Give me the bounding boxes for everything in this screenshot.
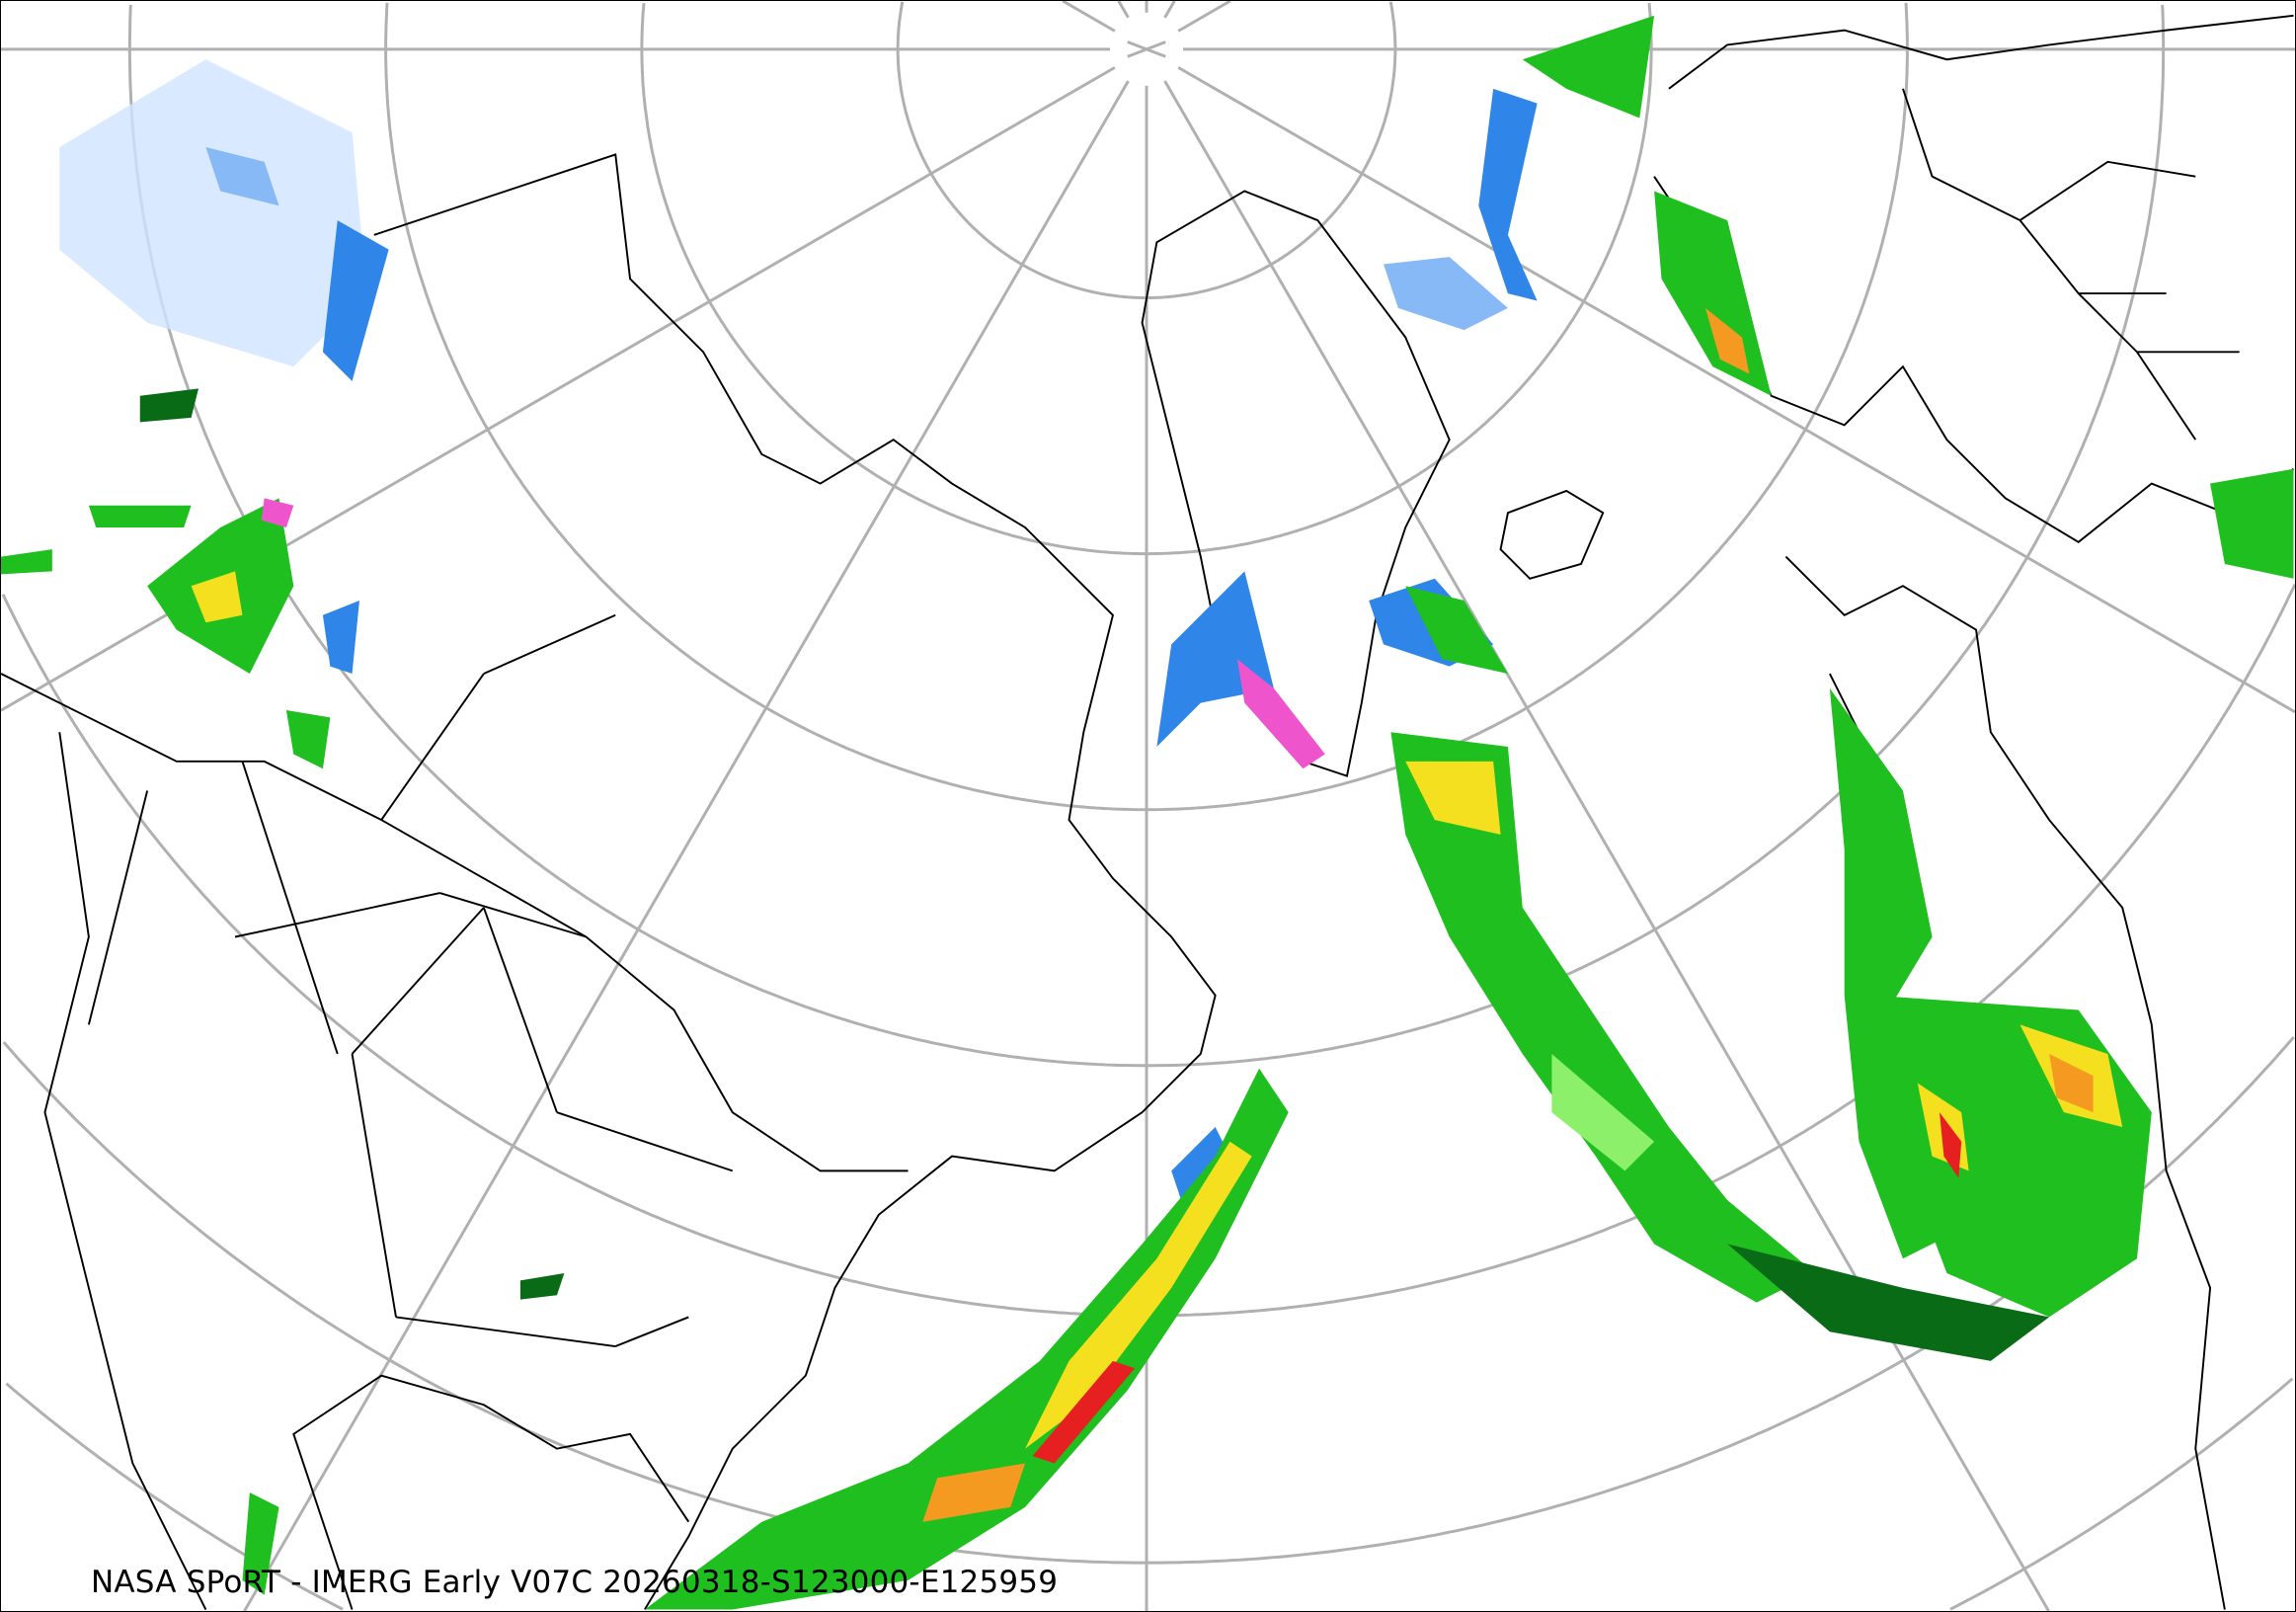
rainfall-area (191, 571, 243, 623)
snowfall-area (205, 147, 279, 206)
snowfall-area (59, 59, 367, 367)
rainfall-area (2049, 1053, 2094, 1113)
rainfall-area (922, 1463, 1026, 1522)
rainfall-area (1873, 995, 2152, 1318)
rainfall-area (2210, 468, 2294, 579)
mixed-precipitation-area (1236, 659, 1325, 769)
pole-marker (1127, 40, 1166, 58)
latitude-circle (5, 1377, 2294, 1611)
rainfall-area (1, 549, 52, 575)
meridian-line (1062, 1, 1116, 33)
rainfall-area (1939, 1112, 1962, 1178)
snowfall-area (1478, 88, 1538, 301)
rainfall-area (519, 1273, 565, 1300)
latitude-circle (384, 2, 1909, 812)
rainfall-area (139, 388, 199, 423)
mixed-precipitation-area (261, 498, 294, 527)
meridian-line (1163, 1, 1176, 19)
snowfall-area (1156, 571, 1274, 748)
rainfall-area (1654, 191, 1772, 396)
snowfall-area (1384, 257, 1508, 331)
rainfall-area (285, 710, 331, 769)
rainfall-area (644, 1068, 1289, 1610)
meridian-line (1177, 66, 2295, 714)
snowfall-area (322, 600, 359, 675)
rainfall-area (1522, 15, 1655, 119)
meridian-line (1117, 1, 1130, 19)
meridian-line (1177, 1, 1231, 33)
rainfall-area (1704, 307, 1750, 374)
rainfall-area (1390, 732, 1816, 1303)
rainfall-area (1551, 1053, 1655, 1171)
rainfall-area (242, 1492, 279, 1595)
rainfall-area (1025, 1141, 1252, 1449)
rainfall-area (1405, 761, 1501, 835)
map-caption: NASA SPoRT - IMERG Early V07C 20260318-S… (91, 1565, 1059, 1600)
rainfall-area (1032, 1360, 1136, 1464)
snowfall-area (322, 220, 389, 381)
coastlines-and-borders (1, 14, 2295, 1611)
precipitation-overlay (1, 15, 2294, 1610)
rainfall-area (1727, 1244, 2050, 1361)
rainfall-area (88, 505, 192, 527)
rainfall-area (1405, 586, 1508, 675)
meridian-line (243, 80, 1130, 1611)
rainfall-area (1829, 687, 1991, 1259)
meridian-line (1163, 80, 2050, 1611)
latitude-circle (896, 1, 1397, 300)
